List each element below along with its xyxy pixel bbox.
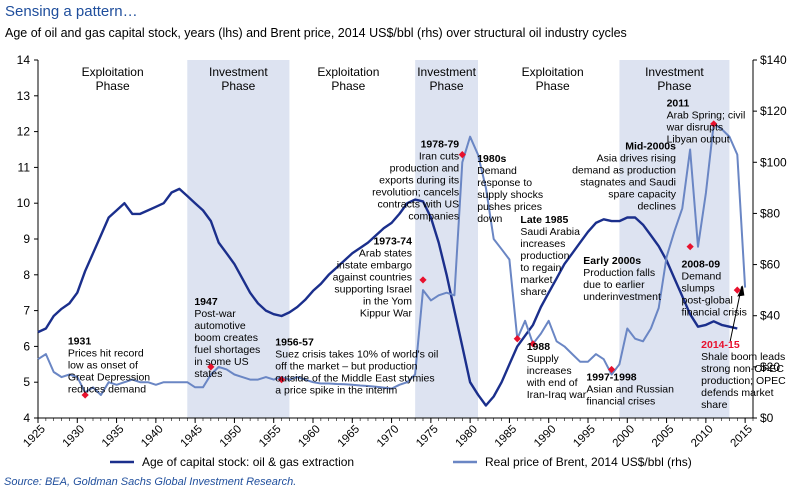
annotation-text: Early 2000s Production falls due to earlie… [583, 255, 661, 303]
event-marker [207, 363, 215, 371]
x-tick-label: 1960 [296, 423, 323, 450]
left-tick-label: 13 [17, 89, 31, 103]
annotation-text: 2011 Arab Spring; civil war disrupts Libyan… [666, 98, 746, 146]
phase-label: Investment Phase [209, 65, 268, 93]
event-marker [81, 391, 89, 399]
left-tick-label: 6 [23, 339, 30, 353]
right-tick-label: $80 [760, 206, 780, 220]
event-marker [277, 376, 286, 384]
x-tick-label: 1990 [532, 423, 559, 450]
investment-band [619, 60, 730, 418]
event-marker [513, 335, 521, 343]
right-tick-label: $120 [760, 104, 787, 118]
phase-bands: Exploitation Phase Investment Phase Exploita… [82, 60, 730, 418]
right-tick-label: $20 [760, 360, 780, 374]
right-tick-label: $40 [760, 309, 780, 323]
right-tick-label: $60 [760, 258, 780, 272]
left-tick-label: 7 [23, 304, 30, 318]
left-tick-label: 14 [17, 53, 31, 67]
brent-price-line [37, 122, 747, 396]
x-tick-label: 2015 [728, 423, 755, 450]
x-tick-label: 1945 [178, 423, 205, 450]
legend-label: Real price of Brent, 2014 US$/bbl (rhs) [485, 455, 692, 469]
x-tick-label: 1980 [453, 423, 480, 450]
phase-label: Exploitation Phase [82, 65, 144, 93]
annotation-text: 2014-15 Shale boom leads strong non-OPEC pr… [701, 339, 786, 411]
left-tick-label: 5 [23, 375, 30, 389]
x-tick-label: 1955 [257, 423, 284, 450]
annotation-arrowhead [737, 285, 745, 297]
event-marker [710, 120, 718, 128]
series-lines [37, 122, 747, 407]
x-tick-label: 1985 [493, 423, 520, 450]
left-tick-label: 12 [17, 125, 31, 139]
left-tick-label: 4 [23, 411, 30, 425]
phase-label: Exploitation Phase [317, 65, 379, 93]
event-marker [419, 276, 427, 284]
annotation-text: 1997-1998 Asian and Russian financial cris… [586, 371, 674, 407]
investment-band [415, 60, 478, 418]
phase-label: Investment Phase [645, 65, 704, 93]
annotation-text: Mid-2000s Asia drives rising demand as pro… [572, 141, 677, 213]
left-tick-label: 10 [17, 196, 31, 210]
x-tick-label: 2010 [689, 423, 716, 450]
x-tick-label: 1940 [139, 423, 166, 450]
x-tick-label: 1965 [336, 423, 363, 450]
x-tick-label: 1975 [414, 423, 441, 450]
x-tick-label: 1950 [218, 423, 245, 450]
event-marker [529, 340, 537, 348]
x-tick-label: 1925 [21, 423, 48, 450]
annotation-text: 1980s Demand response to supply shocks pushe… [477, 153, 543, 225]
legend-label: Age of capital stock: oil & gas extracti… [142, 455, 354, 469]
event-marker [686, 243, 694, 251]
right-tick-label: $100 [760, 155, 787, 169]
x-tick-label: 1935 [100, 423, 127, 450]
right-tick-label: $0 [760, 411, 774, 425]
chart-heading: Sensing a pattern… [5, 3, 138, 20]
left-tick-label: 11 [18, 160, 31, 174]
right-tick-label: $140 [760, 53, 787, 67]
event-marker [607, 365, 616, 374]
investment-band [187, 60, 290, 418]
annotation-text: 1973-74 Arab states instate embargo against… [333, 235, 413, 319]
annotations: 1931 Prices hit record low as onset of Grea… [68, 98, 786, 412]
source-note: Source: BEA, Goldman Sachs Global Invest… [4, 476, 297, 488]
legend: Age of capital stock: oil & gas extracti… [110, 455, 692, 469]
annotation-text: 1978-79 Iran cuts production and exports du… [372, 139, 459, 223]
annotation-text: 2008-09 Demand slumps post-global financial … [682, 259, 747, 319]
annotation-text: Late 1985 Saudi Arabia increases production… [520, 214, 580, 298]
chart-subtitle: Age of oil and gas capital stock, years … [5, 26, 627, 40]
phase-label: Exploitation Phase [522, 65, 584, 93]
x-tick-label: 2005 [650, 423, 677, 450]
x-tick-label: 1930 [61, 423, 88, 450]
event-marker [733, 286, 741, 294]
left-tick-label: 8 [23, 268, 30, 282]
annotation-text: 1947 Post-war automotive boom creates fuel s… [194, 296, 260, 380]
left-tick-label: 9 [23, 232, 30, 246]
x-tick-label: 1995 [571, 423, 598, 450]
event-marker [458, 151, 466, 159]
event-markers [81, 120, 745, 399]
x-tick-label: 1970 [375, 423, 402, 450]
capital-stock-line [37, 187, 738, 407]
annotation-text: 1988 Supply increases with end of Iran-Iraq … [526, 341, 587, 401]
x-tick-label: 2000 [611, 423, 638, 450]
annotation-text: 1956-57 Suez crisis takes 10% of world's … [275, 336, 438, 396]
annotation-text: 1931 Prices hit record low as onset of Grea… [68, 336, 150, 396]
phase-label: Investment Phase [417, 65, 476, 93]
